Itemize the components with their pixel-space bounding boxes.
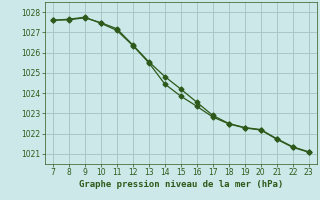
- X-axis label: Graphe pression niveau de la mer (hPa): Graphe pression niveau de la mer (hPa): [79, 180, 283, 189]
